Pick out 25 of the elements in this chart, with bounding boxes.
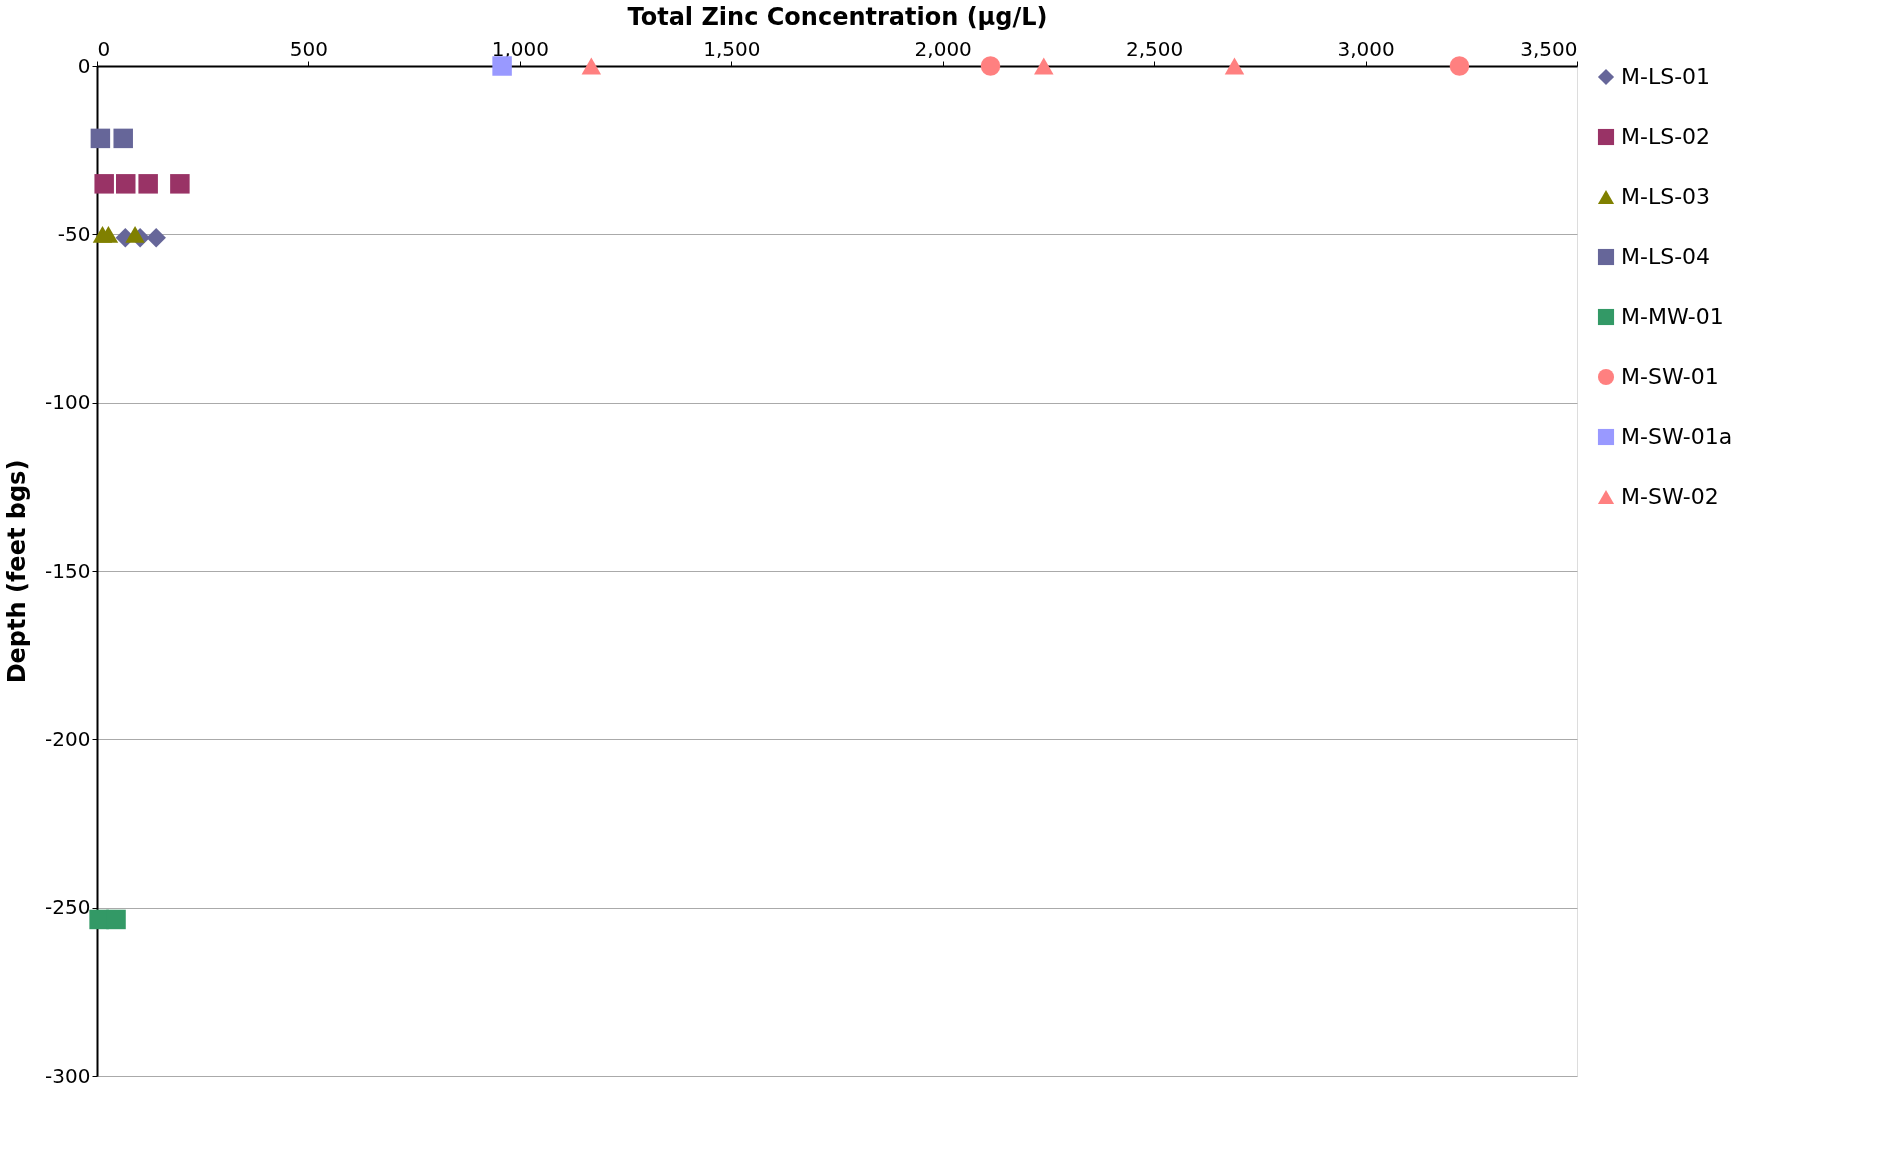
y-tick-label: -100 xyxy=(45,390,91,415)
x-tick-label: 2,500 xyxy=(1126,36,1184,61)
legend-label: M-SW-02 xyxy=(1621,484,1719,509)
y-tick-label: -250 xyxy=(45,895,91,920)
y-axis-title: Depth (feet bgs) xyxy=(3,459,32,684)
y-tick-label: -300 xyxy=(45,1063,91,1088)
x-axis-title: Total Zinc Concentration (µg/L) xyxy=(627,2,1048,31)
y-tick-label: -50 xyxy=(57,221,91,246)
legend-label: M-SW-01 xyxy=(1621,364,1719,389)
y-tick-label: 0 xyxy=(77,53,91,78)
legend-label: M-SW-01a xyxy=(1621,424,1733,449)
legend-label: M-LS-04 xyxy=(1621,244,1711,269)
legend-label: M-LS-01 xyxy=(1621,64,1711,89)
x-tick-label: 1,000 xyxy=(491,36,549,61)
x-tick-label: 1,500 xyxy=(703,36,761,61)
x-tick-label: 0 xyxy=(97,36,111,61)
x-tick-label: 3,500 xyxy=(1520,36,1578,61)
x-tick-label: 2,000 xyxy=(914,36,972,61)
x-tick-label: 500 xyxy=(289,36,329,61)
x-tick-label: 3,000 xyxy=(1337,36,1395,61)
legend-label: M-MW-01 xyxy=(1621,304,1724,329)
legend-label: M-LS-03 xyxy=(1621,184,1711,209)
legend-label: M-LS-02 xyxy=(1621,124,1711,149)
y-tick-label: -150 xyxy=(45,558,91,583)
y-tick-label: -200 xyxy=(45,726,91,751)
